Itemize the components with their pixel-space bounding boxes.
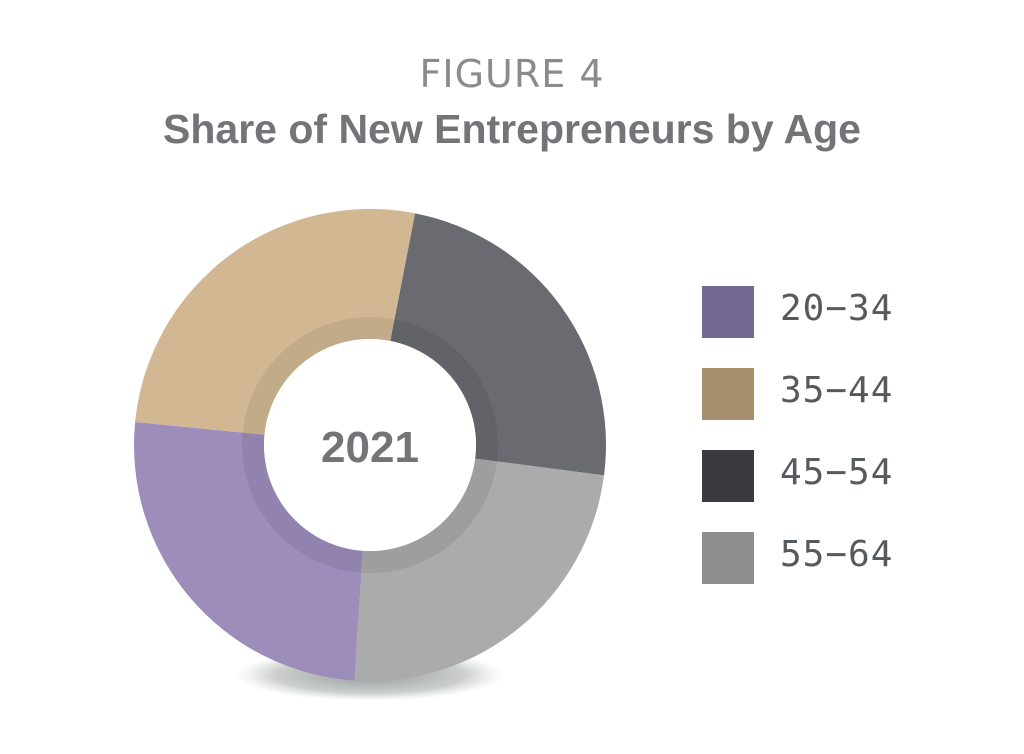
chart-title: Share of New Entrepreneurs by Age xyxy=(163,106,861,152)
slice-45-54 xyxy=(390,213,607,476)
figure-label: FIGURE 4 xyxy=(419,52,605,96)
legend-item-35-44: 35−44 xyxy=(702,364,932,424)
center-year-label: 2021 xyxy=(321,423,419,472)
legend-swatch-55-64 xyxy=(702,532,754,584)
legend-item-45-54: 45−54 xyxy=(702,446,932,506)
legend-label-35-44: 35−44 xyxy=(780,370,894,411)
legend-swatch-45-54 xyxy=(702,450,754,502)
slice-35-44 xyxy=(135,208,416,435)
donut-hole xyxy=(264,339,476,551)
legend-item-20-34: 20−34 xyxy=(702,282,932,342)
legend-label-55-64: 55−64 xyxy=(780,534,894,575)
legend-item-55-64: 55−64 xyxy=(702,528,932,588)
legend-label-45-54: 45−54 xyxy=(780,452,894,493)
slice-55-64 xyxy=(354,458,605,681)
legend-swatch-35-44 xyxy=(702,368,754,420)
legend-swatch-20-34 xyxy=(702,286,754,338)
slice-20-34 xyxy=(133,421,363,681)
legend-label-20-34: 20−34 xyxy=(780,288,894,329)
